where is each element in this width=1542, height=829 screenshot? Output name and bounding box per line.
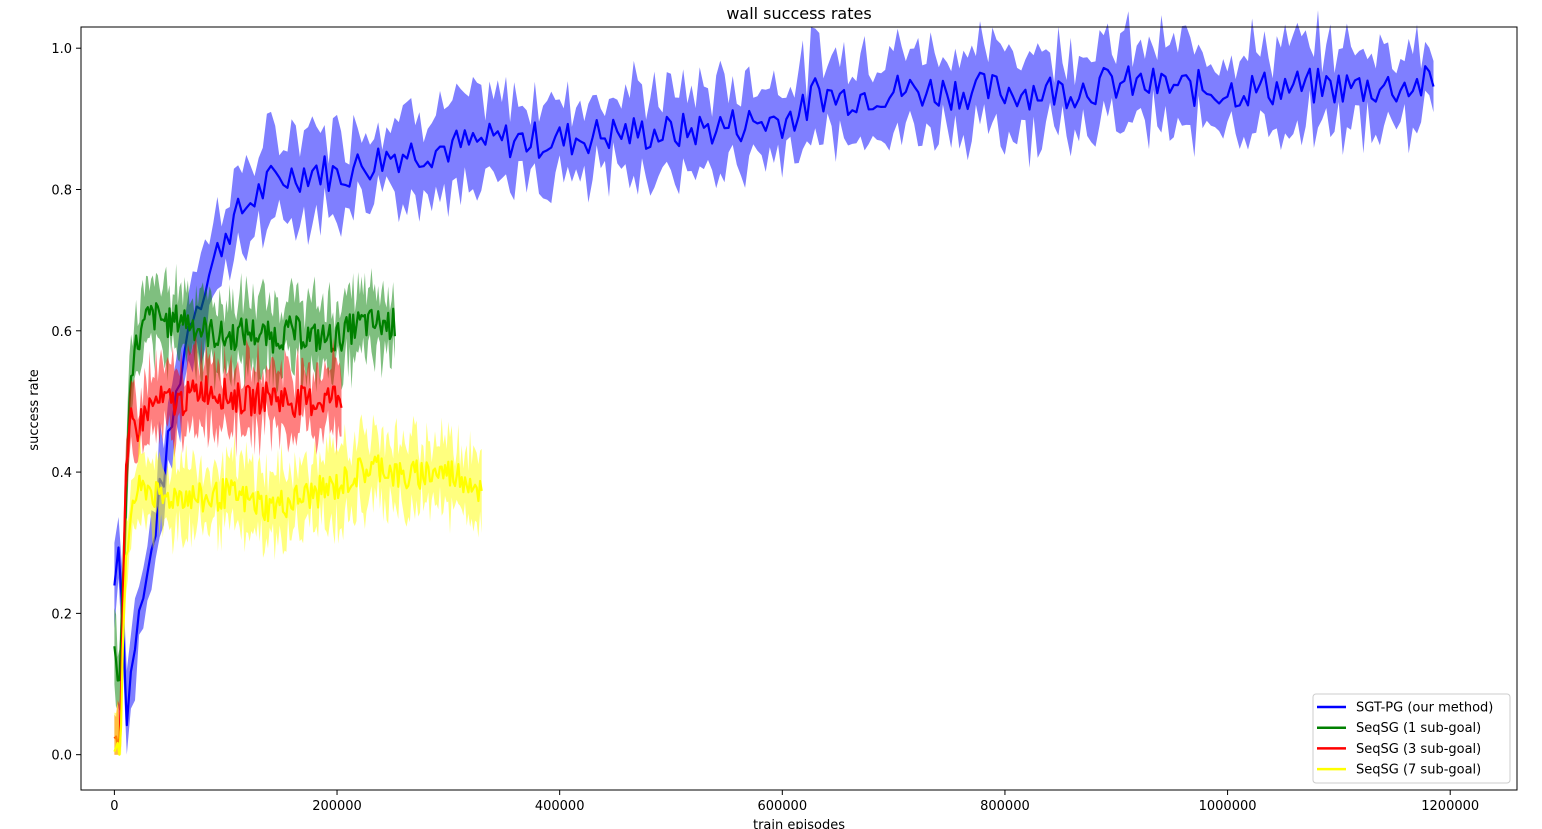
axes-frame [80, 26, 1518, 791]
x-tick-label: 200000 [312, 799, 362, 814]
x-tick-label: 600000 [757, 799, 807, 814]
y-tick-label: 1.0 [51, 42, 72, 57]
series-band [114, 10, 1434, 755]
series-line [113, 454, 483, 756]
y-tick-label: 0.4 [51, 466, 72, 481]
x-axis: 0 200000 400000 600000 800000 1000000 1200000 [110, 790, 1479, 814]
x-tick-label: 0 [110, 799, 118, 814]
series-line [113, 65, 1435, 727]
legend-entry: SGT-PG (our method) [1356, 701, 1493, 716]
chart-title: wall success rates [726, 4, 871, 23]
legend-entry: SeqSG (7 sub-goal) [1356, 763, 1481, 778]
x-tick-label: 1000000 [1199, 799, 1257, 814]
plot-area [113, 10, 1435, 756]
y-tick-label: 0.6 [51, 325, 72, 340]
y-tick-label: 0.8 [51, 183, 72, 198]
y-tick-label: 0.2 [51, 607, 72, 622]
x-axis-label: train episodes [753, 818, 845, 829]
legend: SGT-PG (our method) SeqSG (1 sub-goal) Seq… [1312, 693, 1511, 784]
series-line [113, 302, 396, 682]
series-band [114, 414, 482, 755]
series-band [114, 335, 342, 755]
legend-entry: SeqSG (1 sub-goal) [1356, 721, 1481, 736]
x-tick-label: 1200000 [1421, 799, 1479, 814]
legend-box [1312, 693, 1511, 784]
x-tick-label: 800000 [980, 799, 1030, 814]
series-band [114, 263, 395, 711]
legend-entry: SeqSG (3 sub-goal) [1356, 742, 1481, 757]
y-tick-label: 0.0 [51, 749, 72, 764]
y-axis-label: success rate [27, 369, 42, 450]
series-line [113, 375, 343, 746]
y-axis: 0.0 0.2 0.4 0.6 0.8 1.0 [51, 42, 81, 764]
x-tick-label: 400000 [535, 799, 585, 814]
